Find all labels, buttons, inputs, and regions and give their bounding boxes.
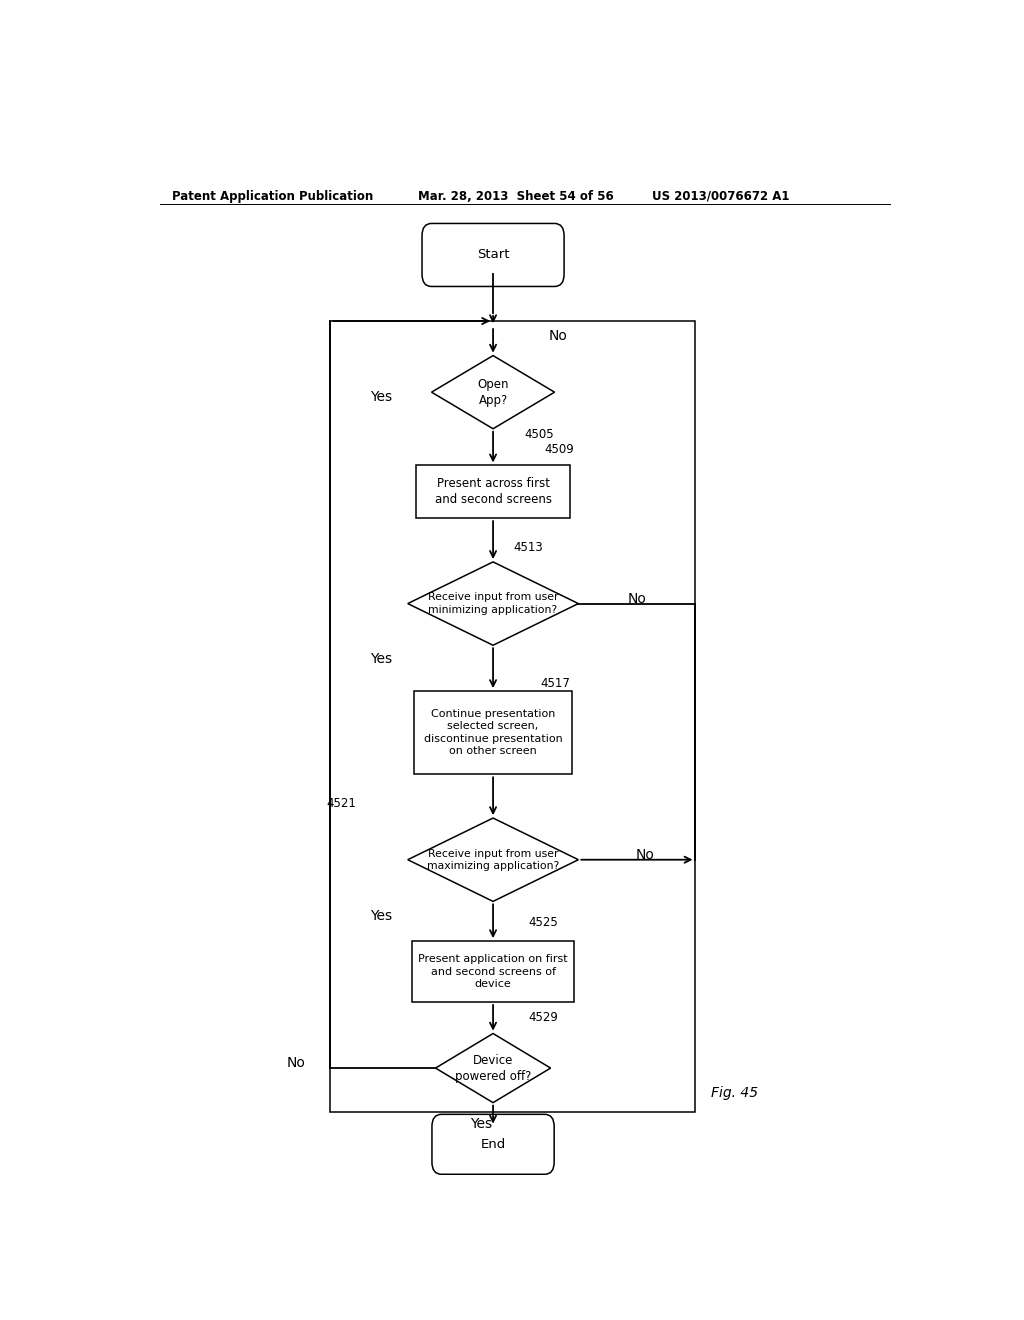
FancyBboxPatch shape — [432, 1114, 554, 1175]
Polygon shape — [408, 562, 579, 645]
Text: 4529: 4529 — [528, 1011, 559, 1024]
Text: Present across first
and second screens: Present across first and second screens — [434, 478, 552, 507]
Bar — [412, 941, 574, 1002]
Text: Continue presentation
selected screen,
discontinue presentation
on other screen: Continue presentation selected screen, d… — [424, 709, 562, 756]
Text: Patent Application Publication: Patent Application Publication — [172, 190, 373, 202]
Text: Fig. 45: Fig. 45 — [712, 1086, 759, 1101]
Text: End: End — [480, 1138, 506, 1151]
Text: Mar. 28, 2013  Sheet 54 of 56: Mar. 28, 2013 Sheet 54 of 56 — [418, 190, 613, 202]
Text: US 2013/0076672 A1: US 2013/0076672 A1 — [652, 190, 790, 202]
Text: 4513: 4513 — [513, 541, 543, 554]
Text: 4525: 4525 — [528, 916, 558, 929]
Bar — [331, 321, 695, 1111]
Bar — [414, 690, 572, 775]
Text: Yes: Yes — [470, 1117, 493, 1131]
Bar — [416, 466, 570, 519]
Text: 4517: 4517 — [541, 677, 570, 690]
Text: Yes: Yes — [370, 908, 392, 923]
Text: Yes: Yes — [370, 391, 392, 404]
Text: Yes: Yes — [370, 652, 392, 667]
Polygon shape — [408, 818, 579, 902]
Text: No: No — [636, 847, 654, 862]
Polygon shape — [431, 355, 555, 429]
Text: 4505: 4505 — [524, 429, 554, 441]
Text: Device
powered off?: Device powered off? — [455, 1053, 531, 1082]
Text: Open
App?: Open App? — [477, 378, 509, 407]
Text: No: No — [287, 1056, 305, 1071]
Text: Start: Start — [477, 248, 509, 261]
Text: Present application on first
and second screens of
device: Present application on first and second … — [418, 954, 568, 989]
Text: Receive input from user
maximizing application?: Receive input from user maximizing appli… — [427, 849, 559, 871]
Polygon shape — [435, 1034, 551, 1102]
Text: No: No — [628, 591, 647, 606]
Text: 4521: 4521 — [327, 797, 356, 810]
Text: 4509: 4509 — [545, 442, 574, 455]
Text: No: No — [549, 329, 567, 343]
FancyBboxPatch shape — [422, 223, 564, 286]
Text: Receive input from user
minimizing application?: Receive input from user minimizing appli… — [428, 593, 558, 615]
